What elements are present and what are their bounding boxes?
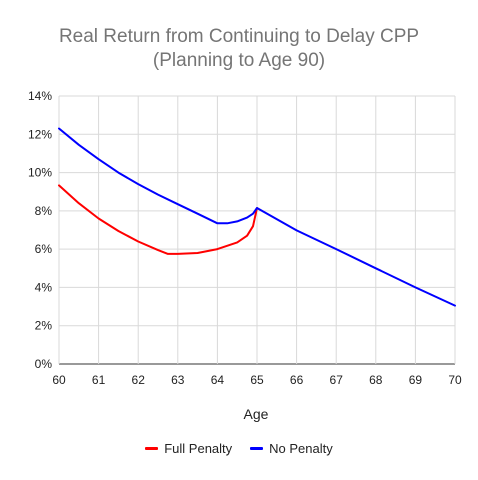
legend-item-no-penalty[interactable]: No Penalty [250,441,333,456]
y-tick-label: 6% [35,242,53,256]
series-line-full-penalty[interactable] [58,184,258,255]
legend-swatch-full-penalty [145,446,159,450]
y-tick-label: 4% [35,280,53,294]
x-tick-label: 67 [330,373,344,387]
x-tick-label: 65 [250,373,264,387]
x-tick-label: 62 [132,373,146,387]
y-tick-label: 8% [35,204,53,218]
x-axis-label: Age [244,406,269,422]
x-tick-label: 63 [171,373,185,387]
legend-label-full-penalty: Full Penalty [164,440,233,456]
y-tick-label: 12% [28,127,52,141]
x-tick-label: 68 [369,373,383,387]
x-tick-label: 66 [290,373,304,387]
x-tick-label: 61 [92,373,106,387]
series-lines [58,127,456,307]
x-tick-label: 64 [211,373,225,387]
y-tick-label: 2% [35,319,53,333]
legend-label-no-penalty: No Penalty [269,440,333,456]
x-tick-labels: 60 61 62 63 64 65 66 67 68 69 70 [52,373,462,387]
series-line-no-penalty[interactable] [58,127,456,307]
y-tick-labels: 0% 2% 4% 6% 8% 10% 12% 14% [28,89,52,371]
chart-title-line-1: Real Return from Continuing to Delay CPP [58,26,420,47]
y-tick-label: 10% [28,166,52,180]
y-tick-label: 0% [35,357,53,371]
legend-item-full-penalty[interactable]: Full Penalty [145,441,232,456]
legend-swatch-no-penalty [250,446,264,450]
x-tick-label: 69 [409,373,423,387]
x-tick-label: 70 [448,373,462,387]
gridlines [58,95,456,365]
legend: Full Penalty No Penalty [0,438,478,458]
chart-title-line-2: (Planning to Age 90) [152,50,326,71]
y-tick-label: 14% [28,89,52,103]
x-tick-label: 60 [52,373,66,387]
